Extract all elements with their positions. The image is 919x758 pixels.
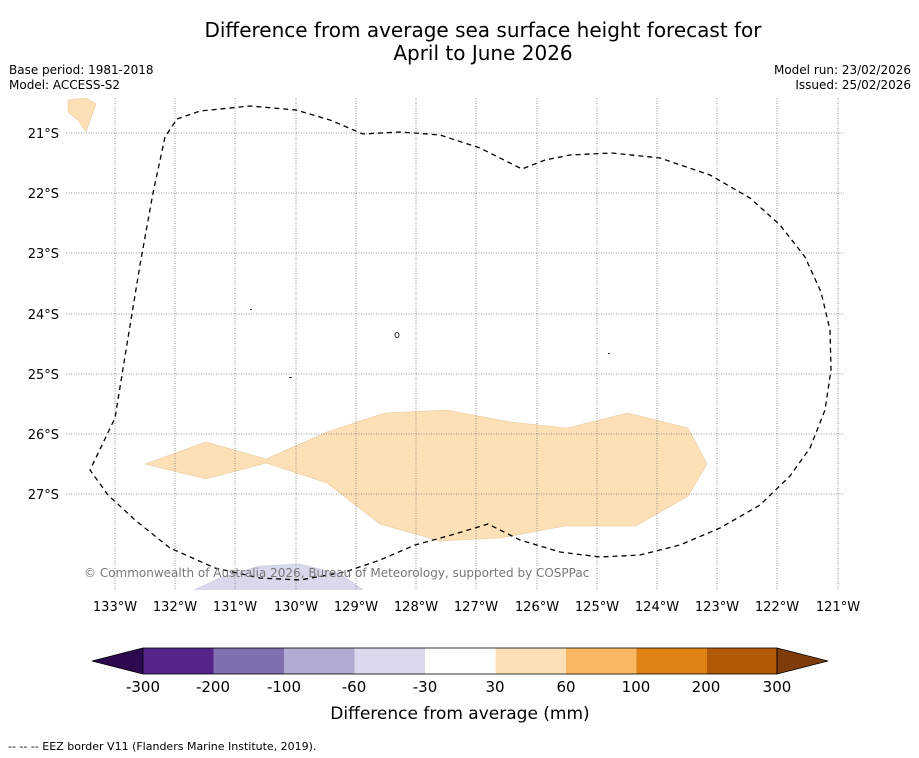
colorbar-segment [707,648,777,674]
lat-label: 23°S [28,247,59,262]
anomaly-region-negative [193,563,364,590]
colorbar-tick-label: 60 [556,678,575,696]
anomaly-patch-topleft [67,98,97,133]
latitude-labels: 21°S 22°S 23°S 24°S 25°S 26°S 27°S [28,127,59,503]
longitude-labels: 133°W 132°W 131°W 130°W 129°W 128°W 127°… [93,600,860,615]
island-speck [394,332,400,338]
lat-label: 24°S [28,308,59,323]
colorbar [91,647,829,675]
title-line-2: April to June 2026 [393,41,573,65]
colorbar-segment [636,648,707,674]
colorbar-segment [354,648,425,674]
lon-label: 132°W [153,600,197,615]
lon-label: 129°W [334,600,378,615]
colorbar-segment [425,648,496,674]
lon-label: 124°W [635,600,679,615]
chart-title: Difference from average sea surface heig… [0,19,919,65]
lon-label: 127°W [454,600,498,615]
eez-footnote: -- -- -- EEZ border V11 (Flanders Marine… [8,740,317,753]
issued-date: Issued: 25/02/2026 [795,78,911,92]
meta-left: Base period: 1981-2018 Model: ACCESS-S2 [9,63,154,93]
lon-label: 125°W [575,600,619,615]
anomaly-region-positive [143,409,708,542]
lon-label: 133°W [93,600,137,615]
island-speck [250,309,252,310]
colorbar-tick-label: -60 [342,678,367,696]
lon-label: 126°W [515,600,559,615]
lat-label: 25°S [28,368,59,383]
colorbar-title: Difference from average (mm) [330,704,589,724]
colorbar-tick-label: 300 [763,678,792,696]
colorbar-segment [566,648,637,674]
island-speck [608,353,610,354]
lat-label: 26°S [28,428,59,443]
lon-label: 122°W [755,600,799,615]
colorbar-tick-label: -30 [413,678,438,696]
gridlines [66,98,844,590]
lat-label: 22°S [28,187,59,202]
lon-label: 121°W [816,600,860,615]
colorbar-tick-label: -200 [196,678,230,696]
model-run: Model run: 23/02/2026 [773,63,911,77]
colorbar-segment [213,648,284,674]
lon-label: 130°W [274,600,318,615]
model-name: Model: ACCESS-S2 [9,78,121,92]
colorbar-segment [495,648,566,674]
base-period: Base period: 1981-2018 [9,63,154,77]
island-speck [289,377,292,378]
colorbar-tick-label: -300 [126,678,160,696]
colorbar-extend-max [776,647,829,675]
colorbar-tick-label: -100 [267,678,301,696]
colorbar-outline [142,647,778,675]
lon-label: 123°W [695,600,739,615]
colorbar-extend-min [91,647,144,675]
lat-label: 27°S [28,488,59,503]
meta-right: Model run: 23/02/2026 Issued: 25/02/2026 [774,63,911,93]
copyright-notice: © Commonwealth of Australia 2026, Bureau… [84,566,589,580]
colorbar-ticks: -300 -200 -100 -60 -30 30 60 100 200 300 [126,678,791,696]
lat-label: 21°S [28,127,59,142]
colorbar-segment [284,648,355,674]
colorbar-segment [143,648,214,674]
title-line-1: Difference from average sea surface heig… [204,18,762,42]
lon-label: 128°W [394,600,438,615]
colorbar-tick-label: 200 [692,678,721,696]
map-area: © Commonwealth of Australia 2026, Bureau… [66,98,844,590]
lon-label: 131°W [213,600,257,615]
colorbar-tick-label: 30 [485,678,504,696]
colorbar-tick-label: 100 [622,678,651,696]
